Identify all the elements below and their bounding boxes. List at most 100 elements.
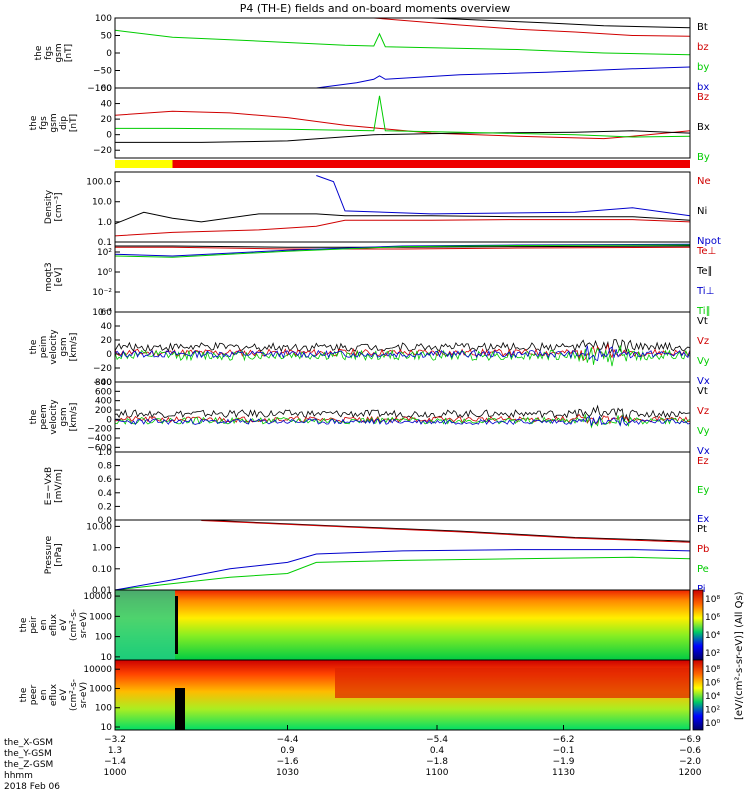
xaxis-value: −0.6 — [679, 746, 701, 756]
xaxis-value: 1030 — [276, 768, 299, 778]
panel-10-ytick-label: 1000 — [89, 612, 112, 622]
xaxis-value: −1.8 — [426, 757, 448, 767]
panel-7-title-line: velocity — [49, 399, 59, 435]
panel-8-ytick-label: 0.0 — [98, 516, 113, 526]
panel-6-series-3 — [114, 345, 691, 367]
panel-4-ytick-label: 10.0 — [92, 198, 112, 208]
panel-8-title-line: E=−VxB — [44, 467, 54, 505]
panel-10-title-line: en — [39, 619, 49, 630]
panel-11-colorbar-tick: 10⁸ — [705, 665, 720, 675]
panel-1-series-1 — [431, 17, 691, 29]
panel-7-ytick-label: 0 — [106, 415, 112, 425]
panel-10-colorbar-label: [eV/(cm²-s-sr-eV)] (All Qs) — [734, 591, 745, 720]
panel-4-title-line: [cm⁻³] — [54, 192, 64, 221]
xaxis-value: −3.2 — [104, 735, 126, 745]
panel-5-legend-1: Te⊥ — [696, 246, 716, 257]
panel-11-title-line: eflux — [49, 683, 59, 706]
panel-1-ytick-label: 0 — [106, 49, 112, 59]
panel-2-ytick-label: −20 — [93, 146, 112, 156]
panel-1-series-4 — [316, 66, 691, 89]
panel-9-ytick-label: 1.00 — [92, 544, 112, 554]
panel-6-legend-3: Vy — [697, 356, 710, 367]
panel-7-ytick-label: 400 — [95, 397, 112, 407]
panel-7-title-line: gsm — [59, 407, 69, 426]
footer-date: 2018 Feb 06 — [4, 782, 61, 792]
footer-row-hhmm-label: hhmm — [4, 771, 33, 781]
panel-2-frame — [114, 87, 691, 159]
panel-7-ytick-label: 200 — [95, 406, 112, 416]
panel-6-frame — [114, 311, 691, 383]
panel-4-ytick-label: 1.0 — [98, 218, 113, 228]
panel-1-series-2 — [373, 17, 691, 37]
xaxis-value: −4.4 — [277, 735, 299, 745]
panel-11-title-line: (cm²-s- — [69, 679, 79, 711]
panel-10-title-line: peir — [29, 616, 39, 634]
panel-5-legend-3: Ti⊥ — [696, 286, 714, 297]
panel-9-series-3 — [114, 556, 691, 591]
xaxis-value: −1.6 — [277, 757, 299, 767]
panel-7-legend-2: Vz — [697, 406, 709, 417]
panel-1-legend-4: bx — [697, 82, 709, 93]
panel-6-series-1 — [114, 339, 691, 355]
panel-5-series-2 — [115, 245, 691, 248]
panel-10-gap — [175, 596, 178, 654]
panel-2-ytick-label: 0 — [106, 131, 112, 141]
panel-9-series-4 — [114, 549, 691, 591]
panel-11-colorbar-tick: 10⁰ — [705, 719, 720, 729]
panel-9-title-line: [nPa] — [54, 543, 64, 566]
panel-6-legend-2: Vz — [697, 336, 709, 347]
panel-2-legend-1: Bz — [697, 92, 709, 103]
panel-6-title-line: [km/s] — [69, 333, 79, 362]
panel-11-hot-band — [335, 668, 690, 698]
panel-4-series-2 — [114, 211, 691, 225]
panel-11-colorbar-tick: 10² — [705, 706, 720, 716]
panel-11-ytick-label: 10 — [101, 723, 113, 733]
panel-4-ytick-label: 0.1 — [98, 238, 112, 248]
panel-5-ytick-label: 10⁰ — [97, 268, 112, 278]
footer-row-hhmm: hhmm — [4, 771, 60, 782]
panel-9-series-1 — [201, 519, 691, 542]
panel-2-ytick-label: 20 — [101, 115, 113, 125]
panel-7-ytick-label: −200 — [87, 425, 112, 435]
footer-row-x-label: the_X-GSM — [4, 738, 54, 748]
panel-6-legend-1: Vt — [697, 316, 708, 327]
panel-9-frame — [114, 519, 691, 591]
xaxis-value: 0.4 — [430, 746, 445, 756]
panel-7-legend-3: Vy — [697, 426, 710, 437]
panel-10-title-line: eflux — [49, 613, 59, 636]
panel-3-mode-segment — [115, 160, 173, 168]
panel-5-series-4 — [114, 244, 691, 258]
panel-1-title-line: the — [34, 45, 44, 60]
panel-3-mode-segment — [172, 160, 690, 168]
panel-8-ytick-label: 0.8 — [98, 462, 113, 472]
panel-8-ytick-label: 0.6 — [98, 475, 113, 485]
panel-7-title-line: peem — [39, 404, 49, 430]
panel-8-frame — [114, 451, 691, 521]
panel-8-legend-3: Ex — [697, 514, 709, 525]
panel-5-ytick-label: 10⁻² — [92, 288, 112, 298]
footer-row-y: the_Y-GSM — [4, 749, 60, 760]
xaxis-value: −6.2 — [553, 735, 575, 745]
panel-2-legend-3: By — [697, 152, 710, 163]
panel-7-ytick-label: −400 — [87, 434, 112, 444]
page-title: P4 (TH-E) fields and on-board moments ov… — [239, 2, 511, 15]
panel-8-ytick-label: 1.0 — [98, 448, 113, 458]
panel-11-ytick-label: 10000 — [83, 665, 112, 675]
xaxis-value: −5.4 — [426, 735, 448, 745]
panel-4-legend-3: Npot — [697, 236, 721, 247]
footer-row-z: the_Z-GSM — [4, 760, 60, 771]
xaxis-value: 1130 — [552, 768, 575, 778]
panel-11-title-line: the — [19, 687, 29, 702]
panel-2-title-line: the — [29, 115, 39, 130]
panel-5-ytick-label: 10⁻⁴ — [92, 308, 112, 318]
panel-7-series-3 — [114, 413, 691, 429]
panel-10-colorbar-tick: 10⁸ — [705, 595, 720, 605]
panel-1-legend-2: bz — [697, 42, 709, 53]
panel-6-ytick-label: −40 — [93, 378, 112, 388]
panel-7-legend-4: Vx — [697, 446, 710, 457]
panel-6-legend-4: Vx — [697, 376, 710, 387]
panel-1-legend-1: Bt — [697, 22, 708, 33]
panel-5-legend-4: Ti∥ — [696, 306, 711, 317]
panel-6-title-line: velocity — [49, 329, 59, 365]
panel-1-ytick-label: 100 — [95, 14, 112, 24]
